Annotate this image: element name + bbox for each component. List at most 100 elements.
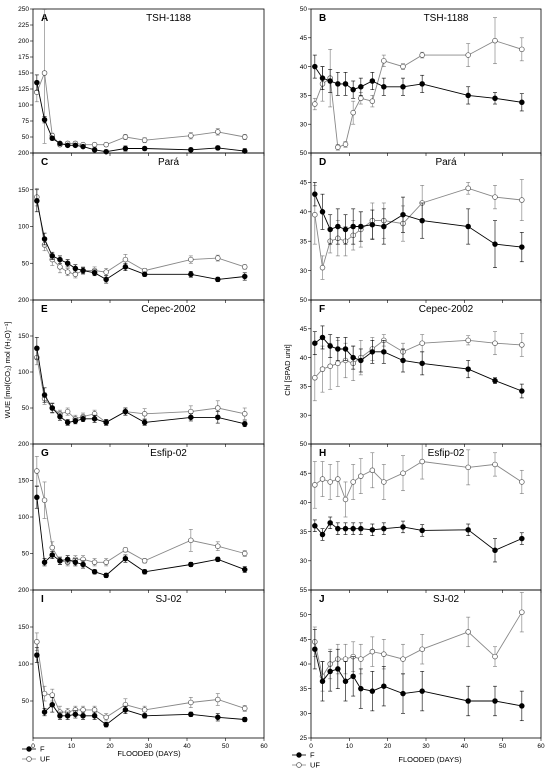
y-tick-label: 40: [300, 500, 308, 507]
data-point-f: [72, 559, 79, 566]
y-tick-label: 35: [300, 93, 308, 100]
legend-f-marker: [296, 752, 302, 758]
data-point-uf: [335, 476, 341, 482]
data-point-uf: [215, 696, 221, 703]
data-point-uf: [242, 134, 248, 140]
data-point-uf: [319, 476, 326, 482]
data-point-uf: [188, 256, 194, 263]
data-point-f: [465, 698, 471, 704]
series-f: [34, 486, 248, 579]
y-tick-label: 250: [18, 6, 29, 13]
y-tick-label: 35: [300, 238, 308, 245]
y-tick-label: 150: [18, 70, 29, 77]
y-tick-label: 50: [22, 260, 30, 267]
data-point-uf: [369, 648, 376, 655]
y-tick-label: 150: [18, 333, 29, 340]
data-point-f: [64, 419, 71, 426]
data-point-uf: [492, 461, 498, 468]
data-point-f: [327, 226, 333, 233]
data-point-f: [519, 703, 525, 709]
data-point-f: [519, 388, 525, 394]
y-tick-label: 50: [300, 6, 308, 13]
y-tick-label: 200: [18, 38, 29, 45]
data-point-f: [64, 142, 71, 149]
data-point-uf: [400, 63, 406, 70]
legend-f-label: F: [40, 745, 45, 754]
data-point-f: [103, 721, 109, 728]
data-point-f: [369, 349, 376, 355]
y-tick-label: 45: [300, 35, 308, 42]
data-point-f: [80, 713, 86, 719]
x-tick-label: 10: [346, 743, 354, 750]
data-point-uf: [188, 408, 194, 415]
series-uf: [312, 592, 525, 692]
y-tick-label: 30: [300, 268, 308, 275]
data-point-uf: [41, 690, 48, 697]
data-point-f: [41, 116, 48, 123]
data-point-uf: [34, 639, 40, 645]
data-point-f: [91, 568, 98, 575]
data-point-uf: [103, 141, 109, 148]
data-point-uf: [369, 98, 376, 104]
data-point-uf: [57, 264, 63, 270]
data-point-f: [465, 366, 471, 372]
data-point-uf: [312, 101, 318, 107]
panel-b: 30 35 40 45 50 B TSH-1188: [300, 6, 542, 156]
series-f: [312, 182, 525, 268]
y-tick-label: 150: [18, 478, 29, 485]
panel-title: Esfip-02: [428, 448, 465, 459]
data-point-f: [327, 343, 333, 349]
data-point-f: [381, 349, 387, 355]
y-tick-label: 35: [300, 686, 308, 693]
data-point-uf: [335, 360, 341, 367]
y-tick-label: 30: [300, 121, 308, 128]
data-point-f: [72, 711, 79, 718]
panel-title: Esfip-02: [150, 448, 187, 459]
data-point-f: [335, 666, 341, 672]
x-tick-label: 20: [384, 743, 392, 750]
data-point-uf: [122, 547, 129, 553]
data-point-uf: [312, 211, 318, 218]
y-tick-label: 150: [18, 624, 29, 631]
data-point-f: [215, 145, 221, 151]
data-point-f: [312, 340, 318, 346]
series-line-f: [314, 336, 522, 392]
series-f: [34, 337, 248, 428]
panel-title: TSH-1188: [146, 13, 191, 24]
data-point-f: [350, 354, 356, 361]
left-legend: F UF: [22, 745, 50, 764]
data-point-uf: [91, 141, 98, 148]
data-point-f: [327, 78, 333, 84]
data-point-uf: [492, 340, 498, 346]
data-point-uf: [215, 129, 221, 135]
data-point-f: [122, 555, 129, 562]
data-point-uf: [492, 37, 498, 44]
data-point-f: [419, 217, 425, 224]
data-point-f: [342, 81, 349, 87]
data-point-f: [49, 405, 55, 411]
x-tick-label: 30: [422, 743, 430, 750]
data-point-f: [358, 357, 364, 364]
data-point-uf: [242, 411, 248, 417]
data-point-uf: [141, 411, 148, 417]
y-tick-label: 200: [18, 297, 29, 304]
data-point-uf: [312, 482, 318, 488]
data-point-uf: [122, 256, 129, 263]
data-point-f: [34, 494, 40, 501]
data-point-f: [122, 707, 129, 713]
x-tick-label: 40: [183, 743, 191, 750]
data-point-f: [141, 713, 148, 719]
y-tick-label: 100: [18, 224, 29, 231]
y-tick-label: 175: [18, 54, 29, 61]
data-point-f: [519, 244, 525, 250]
data-point-f: [319, 531, 326, 538]
data-point-uf: [327, 363, 333, 369]
panel-letter: I: [41, 594, 44, 605]
y-tick-label: 200: [18, 150, 29, 157]
data-point-uf: [122, 134, 129, 140]
data-point-f: [400, 357, 406, 364]
data-point-f: [350, 673, 356, 680]
y-tick-label: 40: [300, 355, 308, 362]
data-point-f: [57, 558, 63, 564]
